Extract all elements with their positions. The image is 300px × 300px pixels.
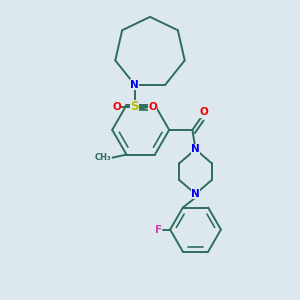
Text: CH₃: CH₃ [94, 153, 111, 162]
Text: S: S [130, 100, 139, 113]
Text: O: O [148, 102, 157, 112]
Text: N: N [191, 144, 200, 154]
Text: N: N [130, 80, 139, 90]
Text: O: O [112, 102, 121, 112]
Text: F: F [155, 225, 162, 235]
Text: N: N [191, 189, 200, 199]
Text: O: O [200, 107, 208, 117]
